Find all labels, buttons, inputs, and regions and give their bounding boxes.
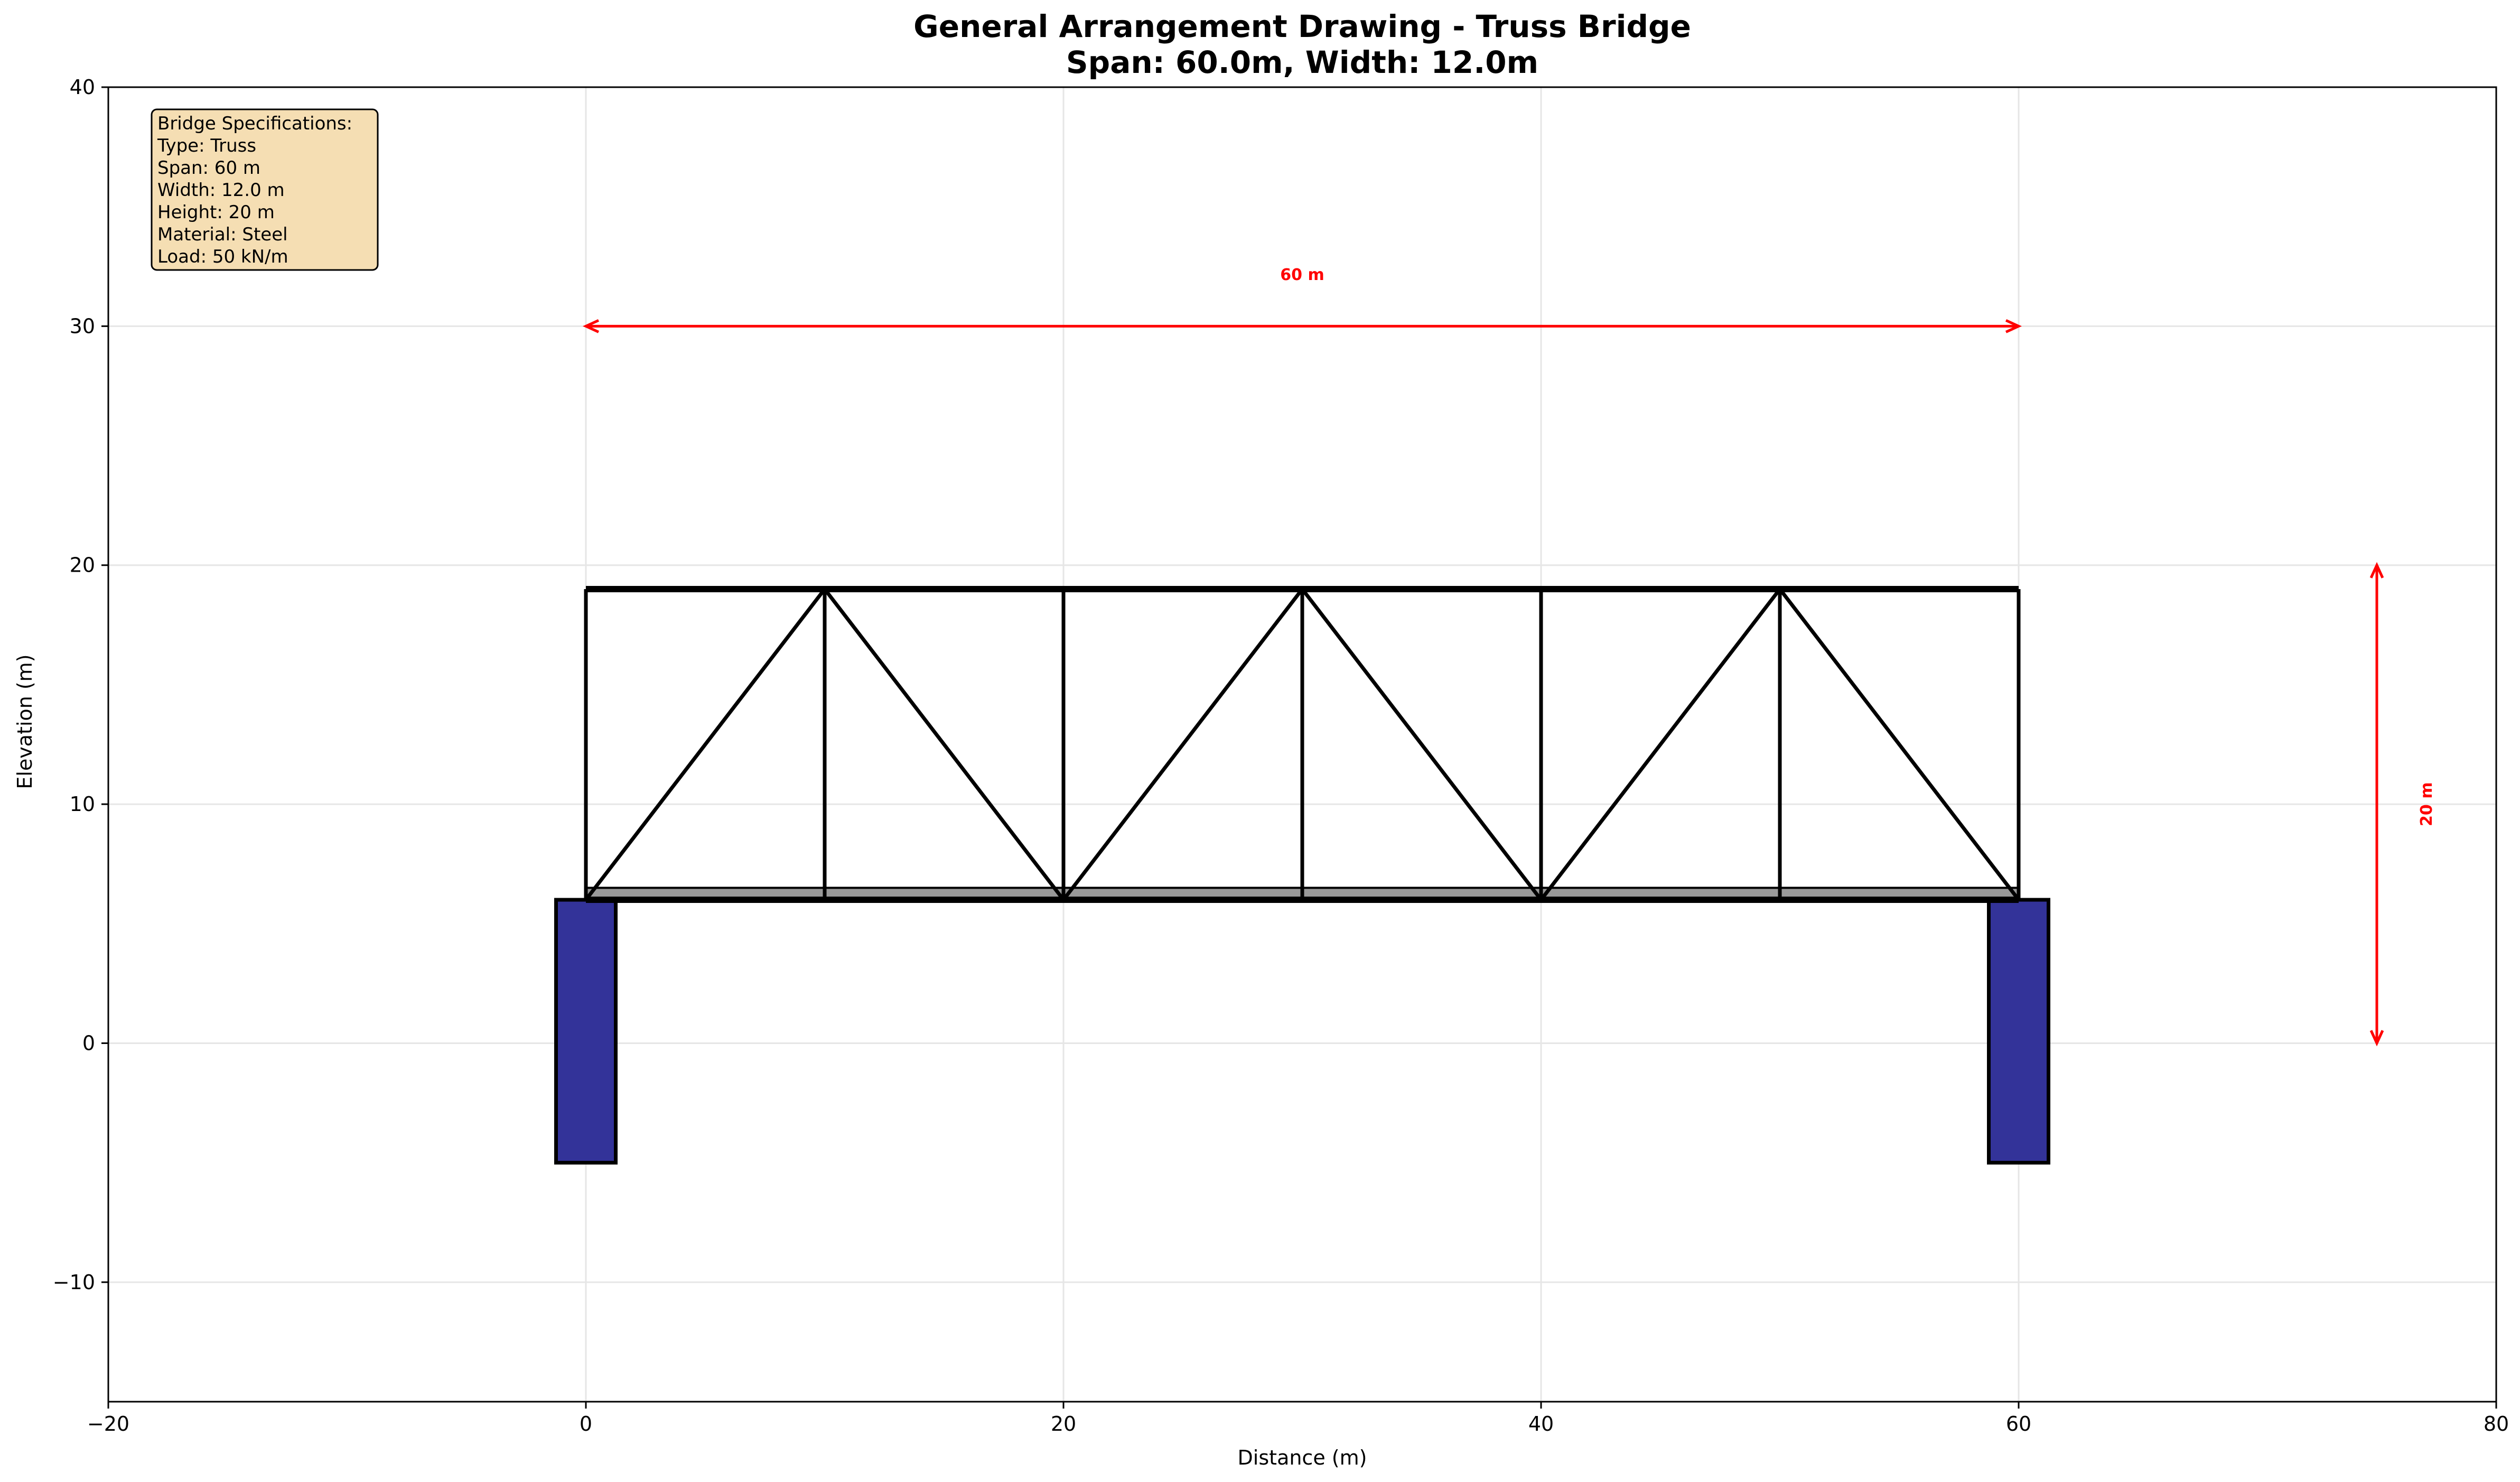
height-arrow-bottom: [2369, 1030, 2384, 1047]
y-tick-label: 20: [70, 554, 95, 577]
truss-diagonal: [823, 588, 1065, 901]
specification-line: Load: 50 kN/m: [157, 246, 288, 267]
specification-line: Height: 20 m: [157, 202, 275, 223]
x-tick-label: 40: [1528, 1412, 1554, 1436]
truss-diagonal: [1062, 588, 1304, 901]
right-abutment: [1987, 898, 2050, 1165]
truss-diagonal: [1301, 588, 1543, 901]
height-arrow-top: [2369, 562, 2384, 579]
plot-area: 60 m 20 m −20 0 20 40 60 80 −10 0 10 20 30 40 Bridge S…: [53, 76, 2509, 1436]
specification-line: Width: 12.0 m: [157, 180, 285, 201]
specifications-heading: Bridge Specifications:: [157, 113, 352, 134]
span-dimension-label: 60 m: [1280, 266, 1324, 284]
specification-line: Type: Truss: [157, 135, 256, 156]
x-axis-label: Distance (m): [1238, 1446, 1367, 1469]
y-tick-label: 30: [70, 314, 95, 338]
x-tick-label: 20: [1051, 1412, 1076, 1436]
y-tick-label: 10: [70, 793, 95, 816]
axes-frame: [107, 86, 2497, 1403]
truss-diagonal: [1778, 588, 2020, 901]
specification-line: Span: 60 m: [157, 157, 260, 179]
chart-title: General Arrangement Drawing - Truss Brid…: [913, 8, 1691, 44]
specification-line: Material: Steel: [157, 224, 288, 245]
x-tick-label: −20: [87, 1412, 129, 1436]
left-abutment: [554, 898, 618, 1165]
height-dimension-label: 20 m: [2418, 782, 2436, 826]
truss-diagonal: [1539, 588, 1781, 901]
y-axis-label: Elevation (m): [13, 654, 36, 789]
x-tick-label: 60: [2006, 1412, 2031, 1436]
y-tick-label: −10: [53, 1271, 95, 1294]
truss-diagonal: [584, 588, 826, 901]
chart-subtitle: Span: 60.0m, Width: 12.0m: [1066, 44, 1538, 80]
y-tick-label: 0: [82, 1031, 95, 1055]
span-arrow-left: [582, 319, 600, 333]
span-arrow-right: [2005, 319, 2022, 333]
x-tick-label: 80: [2484, 1412, 2509, 1436]
specifications-box: [151, 108, 379, 271]
x-tick-label: 0: [580, 1412, 592, 1436]
y-tick-label: 40: [70, 76, 95, 99]
